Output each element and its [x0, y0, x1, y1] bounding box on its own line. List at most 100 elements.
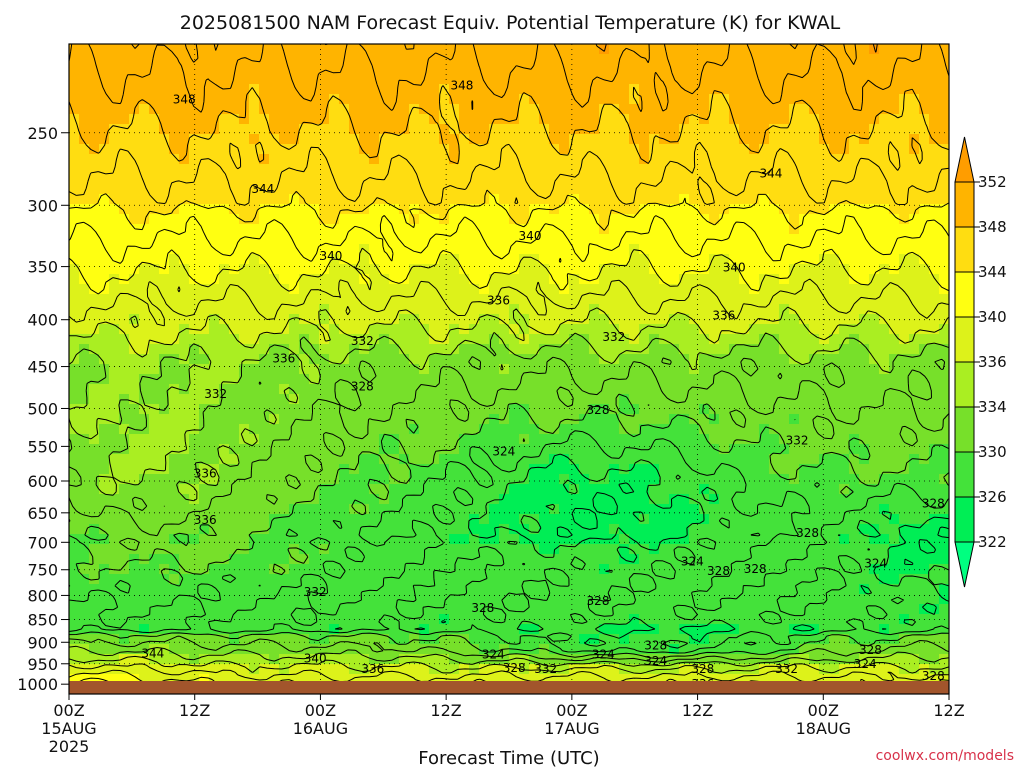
field-cell: [589, 564, 600, 575]
field-cell: [559, 324, 570, 335]
field-cell: [429, 314, 440, 325]
field-cell: [249, 354, 260, 365]
field-cell: [339, 194, 350, 205]
field-cell: [219, 464, 230, 475]
field-cell: [899, 214, 910, 225]
field-cell: [289, 374, 300, 385]
field-cell: [109, 464, 120, 475]
field-cell: [359, 174, 370, 185]
field-cell: [109, 334, 120, 345]
field-cell: [809, 514, 820, 525]
field-cell: [809, 144, 820, 155]
field-cell: [249, 434, 260, 445]
field-cell: [939, 174, 949, 185]
field-cell: [779, 174, 790, 185]
field-cell: [519, 274, 530, 285]
field-cell: [889, 544, 900, 555]
field-cell: [799, 414, 810, 425]
field-cell: [829, 474, 840, 485]
field-cell: [439, 504, 450, 515]
field-cell: [179, 54, 190, 65]
field-cell: [269, 584, 280, 595]
field-cell: [319, 284, 330, 295]
field-cell: [789, 104, 800, 115]
field-cell: [569, 144, 580, 155]
field-cell: [869, 394, 880, 405]
field-cell: [459, 374, 470, 385]
field-cell: [159, 64, 170, 75]
field-cell: [189, 214, 200, 225]
field-cell: [459, 164, 470, 175]
field-cell: [899, 44, 910, 55]
field-cell: [829, 64, 840, 75]
field-cell: [479, 494, 490, 505]
field-cell: [499, 44, 510, 55]
field-cell: [789, 434, 800, 445]
field-cell: [809, 574, 820, 585]
field-cell: [659, 244, 670, 255]
field-cell: [119, 184, 130, 195]
field-cell: [79, 334, 90, 345]
field-cell: [879, 394, 890, 405]
field-cell: [879, 64, 890, 75]
field-cell: [649, 304, 660, 315]
field-cell: [899, 54, 910, 65]
field-cell: [559, 104, 570, 115]
field-cell: [629, 454, 640, 465]
field-cell: [749, 74, 760, 85]
field-cell: [579, 124, 590, 135]
field-cell: [879, 584, 890, 595]
field-cell: [569, 404, 580, 415]
field-cell: [199, 324, 210, 335]
field-cell: [439, 194, 450, 205]
field-cell: [719, 54, 730, 65]
field-cell: [729, 494, 740, 505]
field-cell: [809, 94, 820, 105]
field-cell: [259, 574, 270, 585]
field-cell: [269, 574, 280, 585]
field-cell: [869, 334, 880, 345]
field-cell: [379, 454, 390, 465]
field-cell: [199, 124, 210, 135]
field-cell: [329, 394, 340, 405]
field-cell: [429, 434, 440, 445]
field-cell: [759, 224, 770, 235]
field-cell: [719, 534, 730, 545]
field-cell: [319, 84, 330, 95]
field-cell: [519, 194, 530, 205]
field-cell: [139, 564, 150, 575]
field-cell: [419, 64, 430, 75]
field-cell: [519, 64, 530, 75]
field-cell: [829, 424, 840, 435]
field-cell: [349, 294, 360, 305]
field-cell: [689, 134, 700, 145]
field-cell: [789, 234, 800, 245]
field-cell: [259, 434, 270, 445]
field-cell: [119, 144, 130, 155]
field-cell: [459, 594, 470, 605]
field-cell: [89, 154, 100, 165]
field-cell: [759, 144, 770, 155]
field-cell: [609, 384, 620, 395]
field-cell: [649, 484, 660, 495]
field-cell: [659, 274, 670, 285]
field-cell: [699, 324, 710, 335]
field-cell: [599, 324, 610, 335]
field-cell: [859, 544, 870, 555]
field-cell: [139, 394, 150, 405]
field-cell: [99, 154, 110, 165]
field-cell: [229, 264, 240, 275]
field-cell: [159, 404, 170, 415]
field-cell: [329, 404, 340, 415]
field-cell: [939, 204, 949, 215]
field-cell: [539, 334, 550, 345]
field-cell: [389, 304, 400, 315]
field-cell: [459, 554, 470, 565]
field-cell: [439, 474, 450, 485]
field-cell: [249, 134, 260, 145]
field-cell: [759, 354, 770, 365]
field-cell: [309, 94, 320, 105]
field-cell: [319, 414, 330, 425]
field-cell: [639, 94, 650, 105]
field-cell: [649, 174, 660, 185]
